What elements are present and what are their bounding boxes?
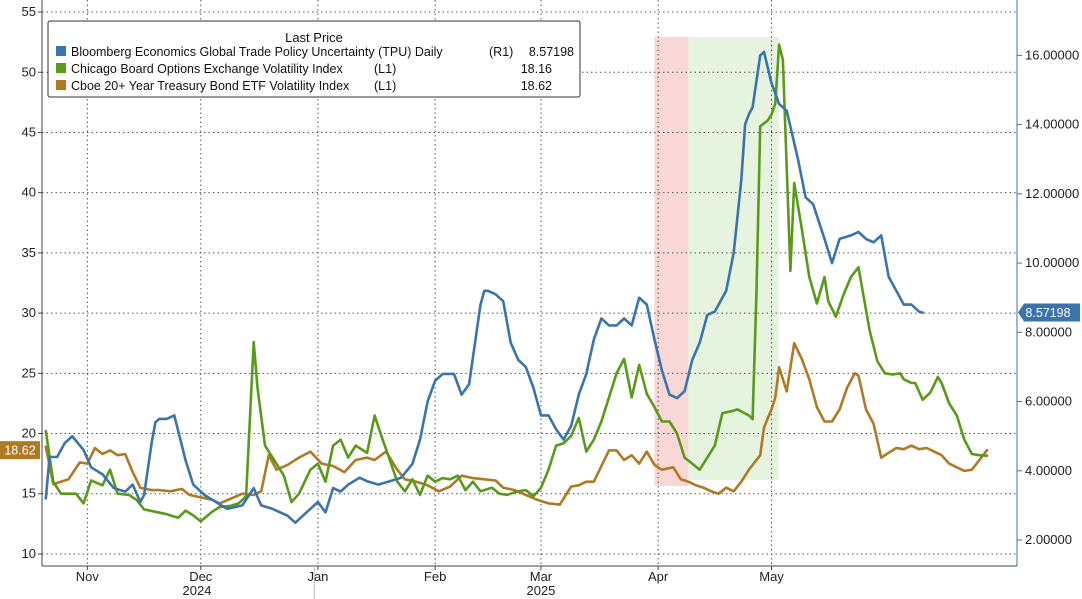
legend-label: Bloomberg Economics Global Trade Policy … — [71, 45, 443, 59]
left-axis-tick-label: 55 — [22, 4, 36, 19]
series-line — [44, 50, 924, 524]
series-line — [44, 43, 989, 523]
axes: 101520253035404550552.000004.000006.0000… — [22, 0, 1079, 599]
right-last-value-badge — [1018, 303, 1080, 322]
left-axis-tick-label: 10 — [22, 546, 36, 561]
legend-entry: Bloomberg Economics Global Trade Policy … — [56, 45, 574, 59]
shaded-region — [654, 37, 689, 486]
right-axis-tick-label: 8.00000 — [1025, 324, 1072, 339]
legend-last-value: 8.57198 — [529, 45, 574, 59]
right-axis-tick-label: 16.00000 — [1025, 47, 1079, 62]
left-axis-tick-label: 25 — [22, 365, 36, 380]
legend-entry: Cboe 20+ Year Treasury Bond ETF Volatili… — [56, 79, 552, 93]
left-axis-tick-label: 20 — [22, 426, 36, 441]
right-axis-tick-label: 6.00000 — [1025, 394, 1072, 409]
right-axis-tick-label: 2.00000 — [1025, 532, 1072, 547]
last-value-badges: 18.62 8.57198 — [0, 303, 1080, 460]
legend-swatch — [56, 80, 66, 90]
left-axis-tick-label: 30 — [22, 305, 36, 320]
left-last-value-badge — [0, 441, 40, 460]
x-axis-year-label: 2024 — [183, 583, 212, 598]
legend-axis: (L1) — [374, 79, 396, 93]
left-axis-tick-label: 15 — [22, 486, 36, 501]
x-axis-month-label: Nov — [76, 569, 100, 584]
right-axis-tick-label: 14.00000 — [1025, 117, 1079, 132]
x-axis-month-label: Feb — [424, 569, 446, 584]
legend-swatch — [56, 63, 66, 73]
x-axis-month-label: Jan — [307, 569, 328, 584]
left-axis-tick-label: 45 — [22, 124, 36, 139]
legend-axis: (L1) — [374, 62, 396, 76]
x-axis-month-label: May — [759, 569, 784, 584]
shaded-regions — [654, 37, 780, 486]
left-last-value-badge-text: 18.62 — [4, 444, 35, 458]
legend-label: Chicago Board Options Exchange Volatilit… — [71, 62, 343, 76]
legend-label: Cboe 20+ Year Treasury Bond ETF Volatili… — [71, 79, 350, 93]
right-last-value-badge-text: 8.57198 — [1025, 306, 1070, 320]
legend-last-value: 18.16 — [521, 62, 552, 76]
left-axis-tick-label: 50 — [22, 64, 36, 79]
series-line — [44, 341, 989, 506]
x-axis-month-label: Mar — [530, 569, 553, 584]
x-axis-year-label: 2025 — [526, 583, 555, 598]
legend: Last Price Bloomberg Economics Global Tr… — [47, 20, 581, 98]
legend-swatch — [56, 46, 66, 56]
series-lines — [44, 43, 989, 524]
right-axis-tick-label: 10.00000 — [1025, 255, 1079, 270]
legend-title: Last Price — [285, 30, 343, 45]
legend-box — [47, 20, 581, 98]
legend-axis: (R1) — [489, 45, 513, 59]
x-axis-month-label: Apr — [648, 569, 669, 584]
x-axis-month-label: Dec — [189, 569, 213, 584]
right-axis-tick-label: 4.00000 — [1025, 463, 1072, 478]
legend-last-value: 18.62 — [521, 79, 552, 93]
legend-entry: Chicago Board Options Exchange Volatilit… — [56, 62, 552, 76]
right-axis-tick-label: 12.00000 — [1025, 186, 1079, 201]
left-axis-tick-label: 35 — [22, 245, 36, 260]
left-axis-tick-label: 40 — [22, 185, 36, 200]
